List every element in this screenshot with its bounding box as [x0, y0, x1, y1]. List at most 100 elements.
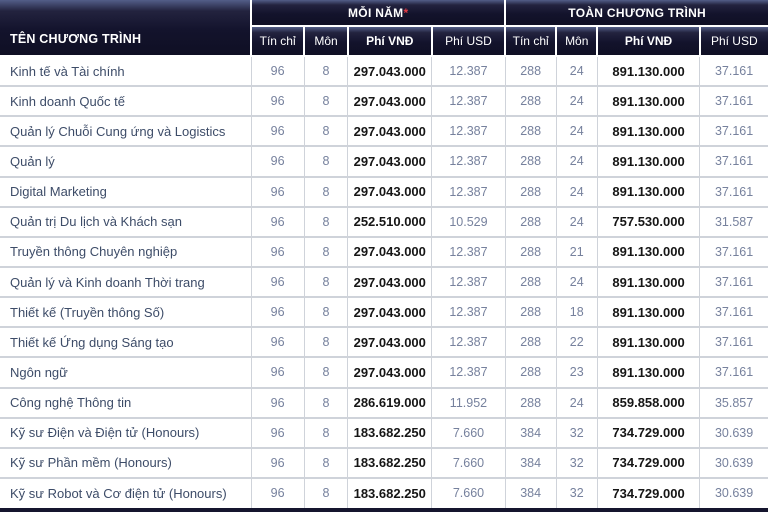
- value-cell: 12.387: [431, 115, 506, 147]
- value-cell: 8: [303, 416, 349, 449]
- value-cell: 24: [555, 115, 598, 147]
- value-cell: 288: [504, 386, 557, 419]
- program-name-cell: Digital Marketing: [0, 175, 252, 208]
- value-cell: 12.387: [431, 296, 506, 328]
- table-row: Kinh doanh Quốc tế 96 8 297.043.000 12.387 28…: [0, 85, 768, 117]
- value-cell: 8: [303, 54, 349, 87]
- value-cell: 734.729.000: [596, 446, 701, 479]
- table-row: Ngôn ngữ 96 8 297.043.000 12.387 288 23 891.130…: [0, 356, 768, 389]
- value-cell: 37.161: [699, 356, 768, 389]
- program-name-cell: Quản lý Chuỗi Cung ứng và Logistics: [0, 115, 252, 147]
- column-header-fee-vnd-year: Phí VNĐ: [346, 26, 433, 57]
- value-cell: 30.639: [699, 416, 768, 449]
- value-cell: 891.130.000: [596, 85, 701, 117]
- value-cell: 96: [250, 205, 305, 238]
- value-cell: 12.387: [431, 235, 506, 268]
- value-cell: 288: [504, 145, 557, 178]
- sub-header-row: Tín chỉ Môn Phí VNĐ Phí USD Tín chỉ Môn …: [0, 26, 768, 57]
- value-cell: 96: [250, 386, 305, 419]
- value-cell: 891.130.000: [596, 175, 701, 208]
- value-cell: 31.587: [699, 205, 768, 238]
- value-cell: 8: [303, 175, 349, 208]
- value-cell: 24: [555, 175, 598, 208]
- value-cell: 37.161: [699, 235, 768, 268]
- column-group-per-year: MỖI NĂM*: [250, 0, 507, 27]
- value-cell: 8: [303, 476, 349, 512]
- value-cell: 757.530.000: [596, 205, 701, 238]
- value-cell: 288: [504, 296, 557, 328]
- value-cell: 384: [504, 446, 557, 479]
- value-cell: 8: [303, 85, 349, 117]
- column-header-program-name: TÊN CHƯƠNG TRÌNH: [0, 0, 253, 57]
- value-cell: 891.130.000: [596, 265, 701, 298]
- program-name-cell: Truyền thông Chuyên nghiệp: [0, 235, 252, 268]
- program-name-cell: Công nghệ Thông tin: [0, 386, 252, 419]
- value-cell: 734.729.000: [596, 416, 701, 449]
- value-cell: 10.529: [431, 205, 506, 238]
- value-cell: 96: [250, 175, 305, 208]
- value-cell: 23: [555, 356, 598, 389]
- table-row: Truyền thông Chuyên nghiệp 96 8 297.043.000…: [0, 235, 768, 268]
- value-cell: 12.387: [431, 54, 506, 87]
- whole-program-label: TOÀN CHƯƠNG TRÌNH: [568, 5, 707, 20]
- value-cell: 37.161: [699, 145, 768, 178]
- value-cell: 288: [504, 235, 557, 268]
- table-row: Công nghệ Thông tin 96 8 286.619.000 11.952 2…: [0, 386, 768, 419]
- value-cell: 7.660: [431, 416, 506, 449]
- required-asterisk: *: [403, 5, 409, 20]
- value-cell: 891.130.000: [596, 326, 701, 358]
- value-cell: 22: [555, 326, 598, 358]
- value-cell: 35.857: [699, 386, 768, 419]
- value-cell: 21: [555, 235, 598, 268]
- table-row: Quản lý 96 8 297.043.000 12.387 288 24 891.130.…: [0, 145, 768, 178]
- table-row: Kinh tế và Tài chính 96 8 297.043.000 12.387…: [0, 54, 768, 87]
- value-cell: 7.660: [431, 476, 506, 512]
- value-cell: 96: [250, 446, 305, 479]
- program-name-cell: Kinh doanh Quốc tế: [0, 85, 252, 117]
- value-cell: 11.952: [431, 386, 506, 419]
- value-cell: 12.387: [431, 145, 506, 178]
- value-cell: 183.682.250: [347, 416, 433, 449]
- table-row: Kỹ sư Điện và Điện tử (Honours) 96 8 183.68…: [0, 416, 768, 449]
- value-cell: 183.682.250: [347, 446, 433, 479]
- value-cell: 8: [303, 386, 349, 419]
- value-cell: 297.043.000: [347, 115, 433, 147]
- program-name-cell: Kinh tế và Tài chính: [0, 54, 252, 87]
- value-cell: 297.043.000: [347, 235, 433, 268]
- value-cell: 297.043.000: [347, 296, 433, 328]
- value-cell: 12.387: [431, 356, 506, 389]
- program-name-cell: Ngôn ngữ: [0, 356, 252, 389]
- column-header-fee-usd-total: Phí USD: [698, 26, 768, 57]
- value-cell: 288: [504, 175, 557, 208]
- table-row: Thiết kế (Truyền thông Số) 96 8 297.043.000…: [0, 296, 768, 328]
- value-cell: 384: [504, 416, 557, 449]
- value-cell: 12.387: [431, 175, 506, 208]
- value-cell: 7.660: [431, 446, 506, 479]
- value-cell: 37.161: [699, 85, 768, 117]
- value-cell: 8: [303, 115, 349, 147]
- column-group-whole-program: TOÀN CHƯƠNG TRÌNH: [504, 0, 768, 27]
- value-cell: 891.130.000: [596, 235, 701, 268]
- value-cell: 24: [555, 54, 598, 87]
- table-row: Kỹ sư Robot và Cơ điện tử (Honours) 96 8 18…: [0, 476, 768, 512]
- value-cell: 288: [504, 356, 557, 389]
- value-cell: 8: [303, 205, 349, 238]
- value-cell: 37.161: [699, 115, 768, 147]
- column-header-credits-total: Tín chỉ: [504, 26, 557, 57]
- program-name-cell: Kỹ sư Phần mềm (Honours): [0, 446, 252, 479]
- program-name-cell: Quản lý: [0, 145, 252, 178]
- value-cell: 24: [555, 85, 598, 117]
- value-cell: 8: [303, 145, 349, 178]
- program-name-cell: Thiết kế Ứng dụng Sáng tạo: [0, 326, 252, 358]
- table-body: Kinh tế và Tài chính 96 8 297.043.000 12.387…: [0, 54, 768, 512]
- value-cell: 891.130.000: [596, 145, 701, 178]
- value-cell: 297.043.000: [347, 265, 433, 298]
- value-cell: 286.619.000: [347, 386, 433, 419]
- value-cell: 96: [250, 476, 305, 512]
- value-cell: 37.161: [699, 265, 768, 298]
- table-header: TÊN CHƯƠNG TRÌNH MỖI NĂM* TOÀN CHƯƠNG TR…: [0, 0, 768, 57]
- value-cell: 32: [555, 416, 598, 449]
- value-cell: 24: [555, 265, 598, 298]
- value-cell: 37.161: [699, 54, 768, 87]
